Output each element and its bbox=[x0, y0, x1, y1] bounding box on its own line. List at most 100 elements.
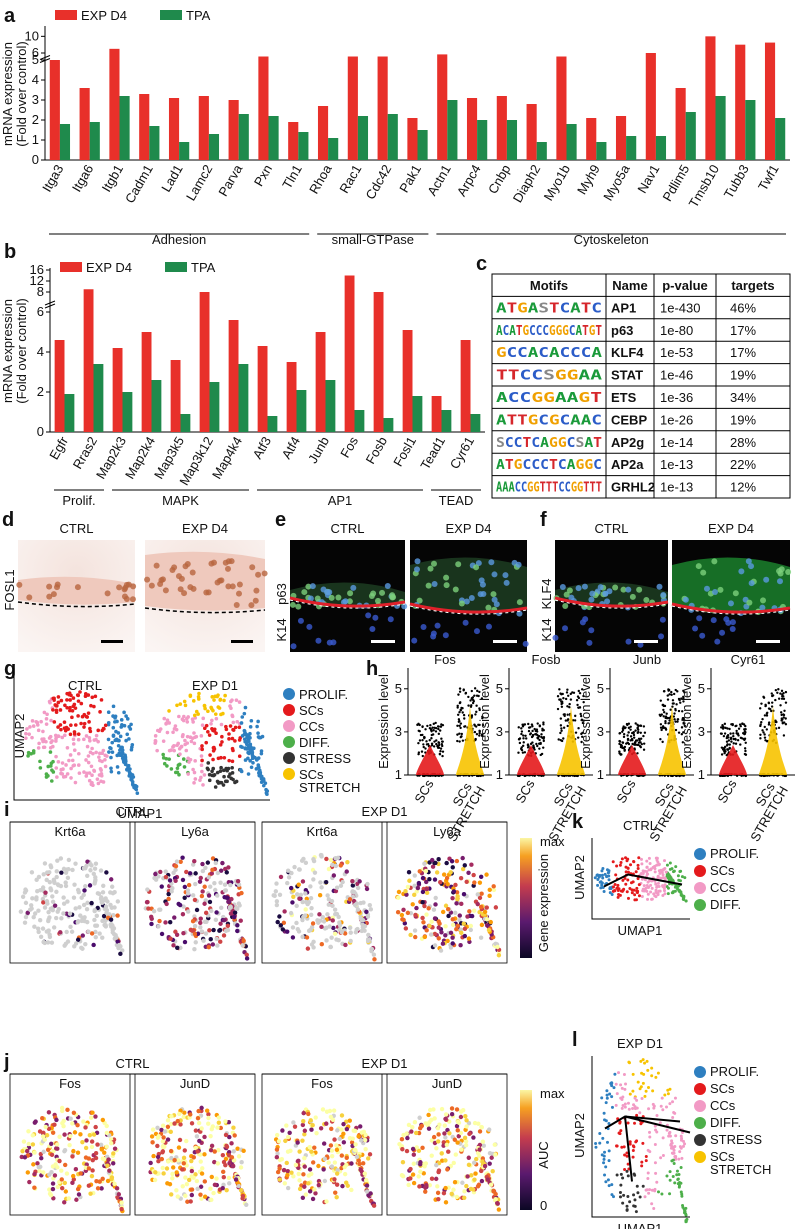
cell-point bbox=[201, 938, 206, 943]
cell-point bbox=[647, 856, 651, 860]
cell-point bbox=[168, 1148, 174, 1154]
cell-point bbox=[46, 909, 51, 915]
cell-point bbox=[676, 718, 679, 721]
cell-point bbox=[496, 953, 502, 958]
nucleus bbox=[384, 583, 391, 590]
x-tick-label: Arpc4 bbox=[454, 162, 484, 199]
cell-point bbox=[275, 919, 280, 925]
cell-point bbox=[301, 1110, 306, 1116]
cell-point bbox=[229, 776, 233, 781]
cell-point bbox=[763, 774, 767, 778]
cell-point bbox=[54, 889, 59, 894]
cell-point bbox=[92, 704, 96, 709]
cell-point bbox=[321, 1167, 326, 1172]
cell-point bbox=[166, 1159, 171, 1164]
cell-point bbox=[602, 1111, 606, 1115]
cell-point bbox=[218, 921, 223, 926]
nucleus bbox=[458, 600, 465, 607]
cell-point bbox=[304, 935, 310, 940]
cell-point bbox=[404, 892, 409, 897]
cell-point bbox=[215, 1125, 220, 1130]
cell-point bbox=[150, 1140, 155, 1145]
cell-point bbox=[633, 1198, 637, 1202]
bar bbox=[496, 96, 507, 160]
cell-point bbox=[40, 896, 46, 902]
cell-point bbox=[623, 1087, 627, 1091]
cell-point bbox=[210, 867, 215, 873]
cell-point bbox=[166, 896, 171, 902]
cell-point bbox=[334, 1143, 339, 1148]
cell-point bbox=[421, 920, 426, 925]
cell-point bbox=[84, 734, 89, 738]
cell-point bbox=[61, 866, 67, 872]
cell-point bbox=[186, 772, 190, 776]
cell-point bbox=[350, 878, 355, 884]
cell-point bbox=[99, 900, 105, 905]
cell-point bbox=[193, 940, 198, 945]
cell-point bbox=[527, 729, 531, 733]
cell-point bbox=[200, 744, 204, 748]
cell-point bbox=[423, 1189, 428, 1194]
cell-point bbox=[441, 1190, 447, 1196]
cell-point bbox=[566, 705, 569, 708]
cell-point bbox=[53, 915, 59, 921]
cell-point bbox=[720, 746, 724, 749]
cell-point bbox=[517, 751, 520, 754]
cell-point bbox=[58, 708, 63, 712]
cell-point bbox=[50, 1130, 56, 1135]
cell-point bbox=[465, 914, 470, 919]
cell-point bbox=[578, 706, 582, 709]
p-value: 1e-13 bbox=[660, 457, 693, 472]
cell-point bbox=[444, 875, 450, 881]
cell-point bbox=[248, 758, 252, 763]
nucleus bbox=[116, 584, 123, 591]
cell-point bbox=[93, 1124, 98, 1130]
cell-point bbox=[677, 709, 681, 713]
x-tick-label: Tln1 bbox=[279, 162, 305, 191]
cell-point bbox=[635, 1139, 639, 1143]
cell-point bbox=[287, 1130, 292, 1135]
cell-point bbox=[199, 754, 204, 758]
dermal-nucleus bbox=[522, 640, 529, 647]
cell-point bbox=[243, 746, 248, 751]
cell-point bbox=[464, 879, 469, 884]
cell-point bbox=[654, 1171, 658, 1175]
cell-point bbox=[93, 877, 98, 883]
cell-point bbox=[44, 929, 50, 934]
basement-dash bbox=[17, 601, 136, 608]
cell-point bbox=[639, 731, 642, 734]
cell-point bbox=[89, 931, 95, 936]
cell-point bbox=[642, 725, 646, 728]
cell-point bbox=[472, 1120, 478, 1126]
cell-point bbox=[233, 739, 237, 743]
motif-name: GRHL2 bbox=[611, 480, 655, 495]
stain-label: K14 bbox=[539, 618, 554, 641]
cell-point bbox=[93, 861, 99, 866]
cell-point bbox=[89, 764, 94, 769]
cell-point bbox=[68, 732, 73, 737]
cell-point bbox=[330, 918, 335, 923]
cell-point bbox=[61, 911, 66, 916]
cell-point bbox=[405, 884, 411, 890]
y-axis-label: UMAP2 bbox=[12, 714, 27, 759]
cell-point bbox=[521, 723, 524, 726]
cell-point bbox=[306, 899, 312, 905]
cell-point bbox=[79, 721, 83, 726]
cell-point bbox=[181, 1155, 187, 1161]
cell-point bbox=[722, 734, 726, 738]
cell-point bbox=[54, 869, 59, 874]
cell-point bbox=[192, 897, 198, 903]
cell-point bbox=[94, 733, 99, 738]
cell-point bbox=[35, 720, 40, 725]
cell-point bbox=[452, 1180, 458, 1185]
cell-point bbox=[437, 921, 442, 926]
cell-point bbox=[46, 1110, 52, 1115]
dermal-nucleus bbox=[625, 638, 632, 645]
bar bbox=[238, 364, 249, 432]
cell-point bbox=[450, 922, 456, 928]
cell-point bbox=[180, 855, 185, 860]
cell-point bbox=[285, 1149, 291, 1154]
cell-point bbox=[665, 712, 668, 715]
